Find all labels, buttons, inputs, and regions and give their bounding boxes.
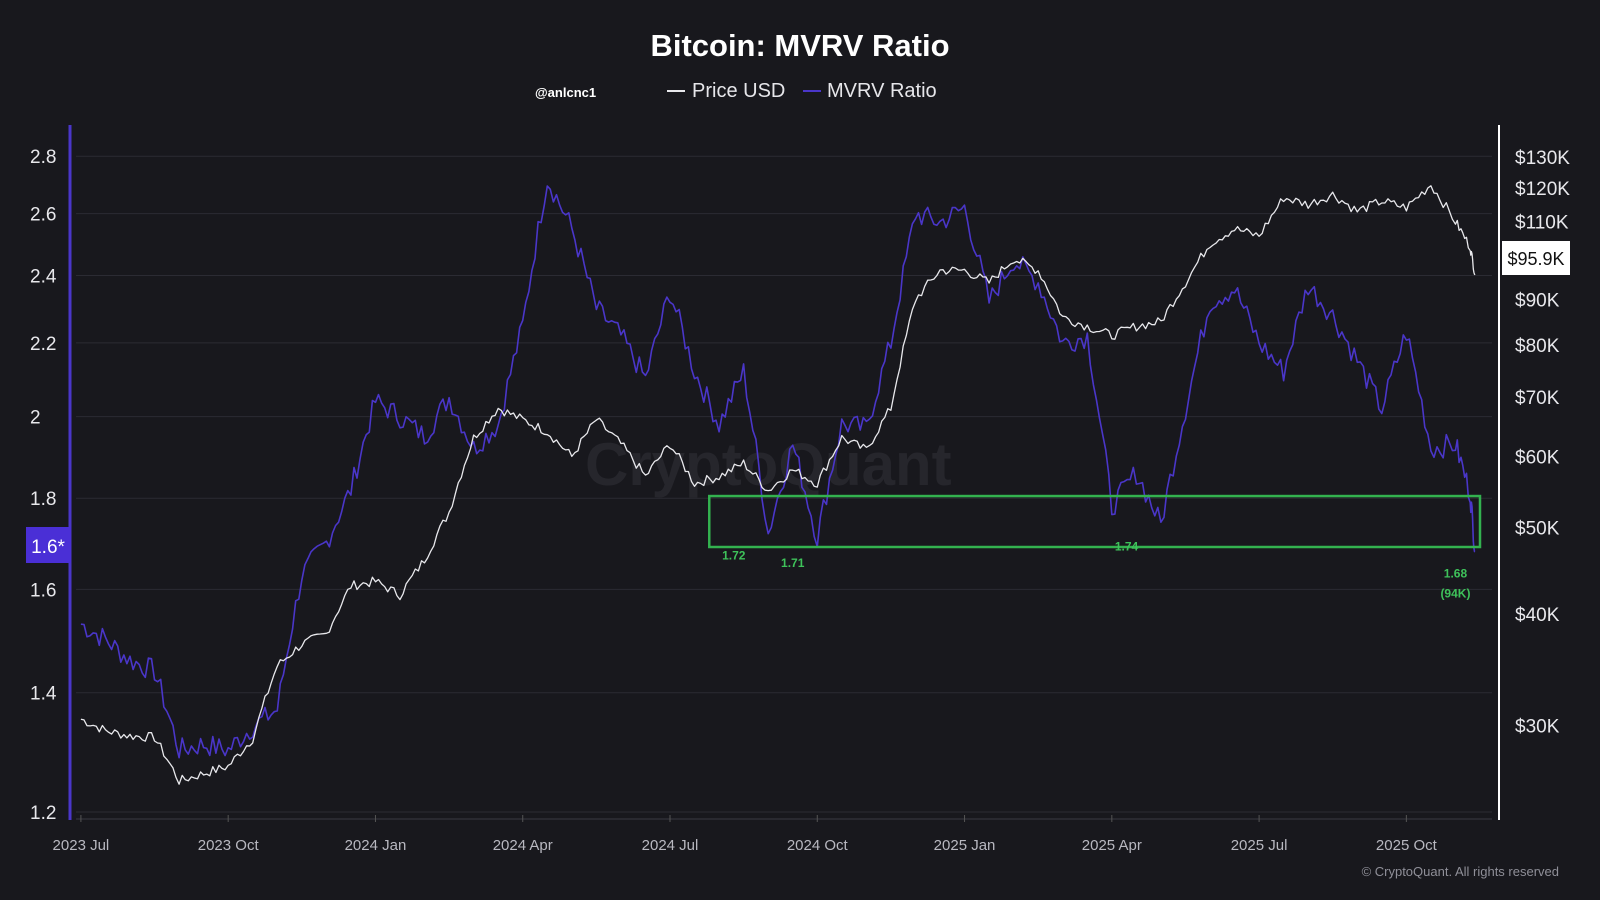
x-tick-label: 2025 Apr	[1082, 837, 1142, 854]
left-tick-label: 2.4	[30, 267, 57, 288]
annotation-label: (94K)	[1440, 587, 1470, 601]
right-tick-label: $70K	[1515, 388, 1560, 409]
x-axis-ticks: 2023 Jul 2023 Oct 2024 Jan 2024 Apr 2024 Jul…	[53, 815, 1438, 854]
left-tick-label: 1.6	[30, 580, 56, 601]
legend-label-mvrv: MVRV Ratio	[827, 80, 937, 102]
right-tick-label: $90K	[1515, 290, 1560, 311]
support-zone-box	[708, 494, 1482, 549]
mvrv-badge-label: 1.6*	[31, 537, 65, 558]
x-tick-label: 2025 Jul	[1231, 837, 1288, 854]
annotation-label: 1.74	[1115, 539, 1139, 553]
legend-item-price[interactable]: Price USD	[667, 80, 785, 102]
right-axis-ticks: $130K$120K$110K$100K$90K$80K$70K$60K$50K…	[1515, 148, 1570, 738]
copyright-notice: © CryptoQuant. All rights reserved	[1362, 864, 1559, 879]
x-tick-label: 2024 Jan	[345, 837, 407, 854]
right-tick-label: $80K	[1515, 336, 1560, 357]
right-tick-label: $40K	[1515, 605, 1560, 626]
x-tick-label: 2024 Apr	[493, 837, 553, 854]
x-tick-label: 2025 Jan	[934, 837, 996, 854]
legend-item-mvrv[interactable]: MVRV Ratio	[803, 80, 937, 102]
series-line-mvrv-ratio[interactable]	[80, 185, 1476, 759]
annotation-label: 1.71	[781, 556, 805, 570]
price-badge-bg	[1502, 241, 1570, 275]
left-tick-label: 2.8	[30, 147, 56, 168]
left-tick-label: 2	[30, 408, 41, 429]
author-handle: @anlcnc1	[535, 85, 596, 100]
mvrv-badge-bg	[26, 527, 71, 563]
annotation-label: 1.72	[722, 548, 746, 562]
x-tick-label: 2024 Oct	[787, 837, 849, 854]
right-tick-label: $30K	[1515, 716, 1560, 737]
watermark: CryptoQuant	[585, 431, 952, 498]
right-tick-label: $130K	[1515, 148, 1570, 169]
left-tick-label: 1.8	[30, 489, 56, 510]
x-tick-label: 2024 Jul	[642, 837, 699, 854]
grid-lines	[76, 155, 1492, 813]
x-tick-label: 2023 Oct	[198, 837, 260, 854]
left-axis-ticks: 2.8 2.6 2.4 2.2 2 1.8 1.6 1.4 1.2	[30, 147, 57, 824]
left-tick-label: 2.2	[30, 334, 56, 355]
series-line-price-usd[interactable]	[80, 185, 1476, 785]
chart-title: Bitcoin: MVRV Ratio	[650, 28, 949, 63]
annotation-label: 1.68	[1444, 567, 1468, 581]
annotations: 1.72 1.71 1.74 1.68 (94K)	[722, 539, 1470, 600]
left-tick-label: 2.6	[30, 205, 56, 226]
left-tick-label: 1.2	[30, 803, 56, 824]
legend-label-price: Price USD	[692, 80, 785, 102]
right-tick-label: $120K	[1515, 179, 1570, 200]
x-tick-label: 2023 Jul	[53, 837, 110, 854]
right-tick-label: $110K	[1515, 213, 1569, 234]
left-tick-label: 1.4	[30, 684, 57, 705]
right-tick-label: $50K	[1515, 518, 1560, 539]
mvrv-current-badge: 1.6*	[26, 527, 71, 563]
price-badge-label: $95.9K	[1507, 249, 1564, 269]
price-current-badge: $95.9K	[1502, 241, 1570, 275]
x-tick-label: 2025 Oct	[1376, 837, 1438, 854]
right-tick-label: $60K	[1515, 448, 1560, 469]
